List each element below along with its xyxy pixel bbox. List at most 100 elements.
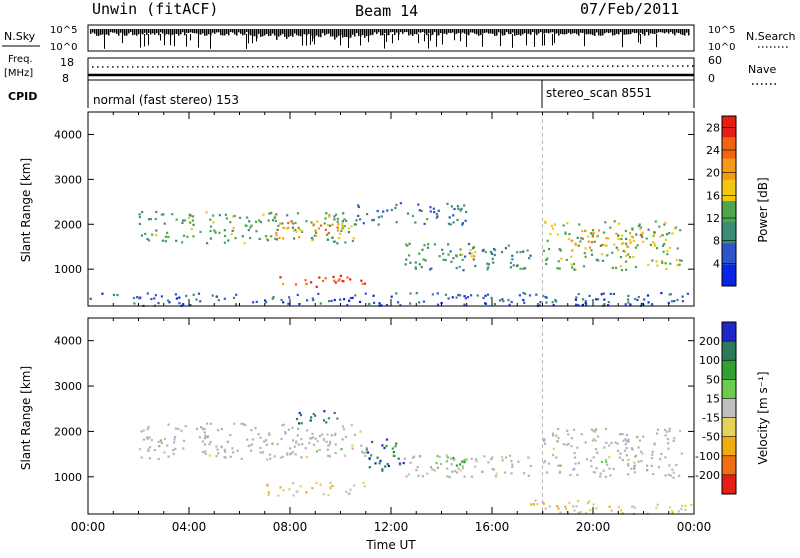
nsky-bar	[328, 29, 330, 34]
echo-region	[90, 292, 689, 307]
nsky-bar	[472, 29, 474, 33]
echo-cell	[419, 263, 421, 265]
echo-region	[279, 275, 366, 288]
echo-cell	[511, 464, 513, 466]
echo-cell	[546, 258, 548, 260]
nsky-bar	[676, 29, 678, 33]
echo-cell	[667, 442, 669, 444]
echo-cell	[312, 224, 314, 226]
nsky-bar	[642, 29, 644, 34]
echo-cell	[446, 468, 448, 470]
nsky-bar	[124, 29, 126, 36]
echo-cell	[499, 299, 501, 301]
echo-cell	[268, 434, 270, 436]
echo-cell	[419, 455, 421, 457]
echo-cell	[415, 469, 417, 471]
nsky-bar	[500, 29, 502, 34]
echo-cell	[424, 223, 426, 225]
echo-cell	[282, 237, 284, 239]
echo-cell	[440, 463, 442, 465]
echo-cell	[554, 223, 556, 225]
echo-cell	[545, 508, 547, 510]
echo-cell	[295, 440, 297, 442]
echo-cell	[139, 297, 141, 299]
echo-cell	[456, 255, 458, 257]
echo-cell	[369, 466, 371, 468]
echo-cell	[291, 427, 293, 429]
nsky-bar	[274, 29, 276, 36]
echo-cell	[625, 230, 627, 232]
echo-cell	[594, 241, 596, 243]
nsearch-bar	[544, 34, 545, 45]
nsky-bar	[536, 29, 538, 35]
echo-cell	[226, 217, 228, 219]
echo-cell	[394, 207, 396, 209]
echo-cell	[147, 292, 149, 294]
nsky-bar	[532, 29, 534, 32]
nave-bottom: 0	[708, 72, 715, 85]
echo-cell	[486, 263, 488, 265]
echo-cell	[391, 209, 393, 211]
echo-cell	[279, 486, 281, 488]
echo-cell	[294, 446, 296, 448]
time-tick-label: 20:00	[576, 520, 611, 534]
echo-cell	[186, 236, 188, 238]
nsky-bar	[402, 29, 404, 34]
echo-cell	[192, 215, 194, 217]
echo-cell	[340, 275, 342, 277]
echo-cell	[665, 474, 667, 476]
nsky-bar	[656, 29, 658, 33]
nsky-bar	[506, 29, 508, 32]
echo-cell	[612, 267, 614, 269]
echo-cell	[476, 460, 478, 462]
echo-cell	[501, 298, 503, 300]
echo-region	[404, 455, 532, 479]
echo-cell	[439, 456, 441, 458]
echo-cell	[660, 292, 662, 294]
echo-cell	[589, 509, 591, 511]
nsky-bar	[292, 29, 294, 37]
echo-cell	[133, 297, 135, 299]
echo-cell	[603, 293, 605, 295]
echo-cell	[342, 212, 344, 214]
echo-cell	[204, 437, 206, 439]
nsky-bar	[614, 29, 616, 35]
echo-cell	[433, 211, 435, 213]
echo-cell	[603, 232, 605, 234]
echo-cell	[673, 300, 675, 302]
echo-cell	[415, 261, 417, 263]
nsky-bar	[136, 29, 138, 36]
nsky-bar	[112, 29, 114, 33]
echo-cell	[241, 423, 243, 425]
echo-cell	[446, 460, 448, 462]
echo-cell	[310, 416, 312, 418]
nsearch-bar	[164, 34, 165, 45]
nsky-bar	[688, 29, 690, 35]
nsky-bar	[534, 29, 536, 34]
echo-cell	[399, 463, 401, 465]
echo-cell	[627, 459, 629, 461]
echo-cell	[189, 222, 191, 224]
echo-cell	[331, 300, 333, 302]
nsearch-bar	[246, 34, 247, 49]
echo-cell	[573, 509, 575, 511]
echo-region	[139, 211, 355, 245]
colorbar-tick-label: 50	[706, 373, 720, 386]
echo-cell	[622, 242, 624, 244]
echo-cell	[666, 250, 668, 252]
echo-cell	[249, 445, 251, 447]
echo-cell	[305, 447, 307, 449]
echo-cell	[631, 447, 633, 449]
echo-cell	[405, 475, 407, 477]
echo-cell	[474, 265, 476, 267]
echo-cell	[252, 301, 254, 303]
echo-cell	[408, 473, 410, 475]
echo-cell	[510, 472, 512, 474]
echo-cell	[605, 459, 607, 461]
echo-cell	[415, 266, 417, 268]
nsky-bar	[572, 29, 574, 33]
echo-cell	[199, 231, 201, 233]
nsky-bar	[410, 29, 412, 35]
echo-cell	[487, 266, 489, 268]
nsky-bar	[308, 29, 310, 34]
